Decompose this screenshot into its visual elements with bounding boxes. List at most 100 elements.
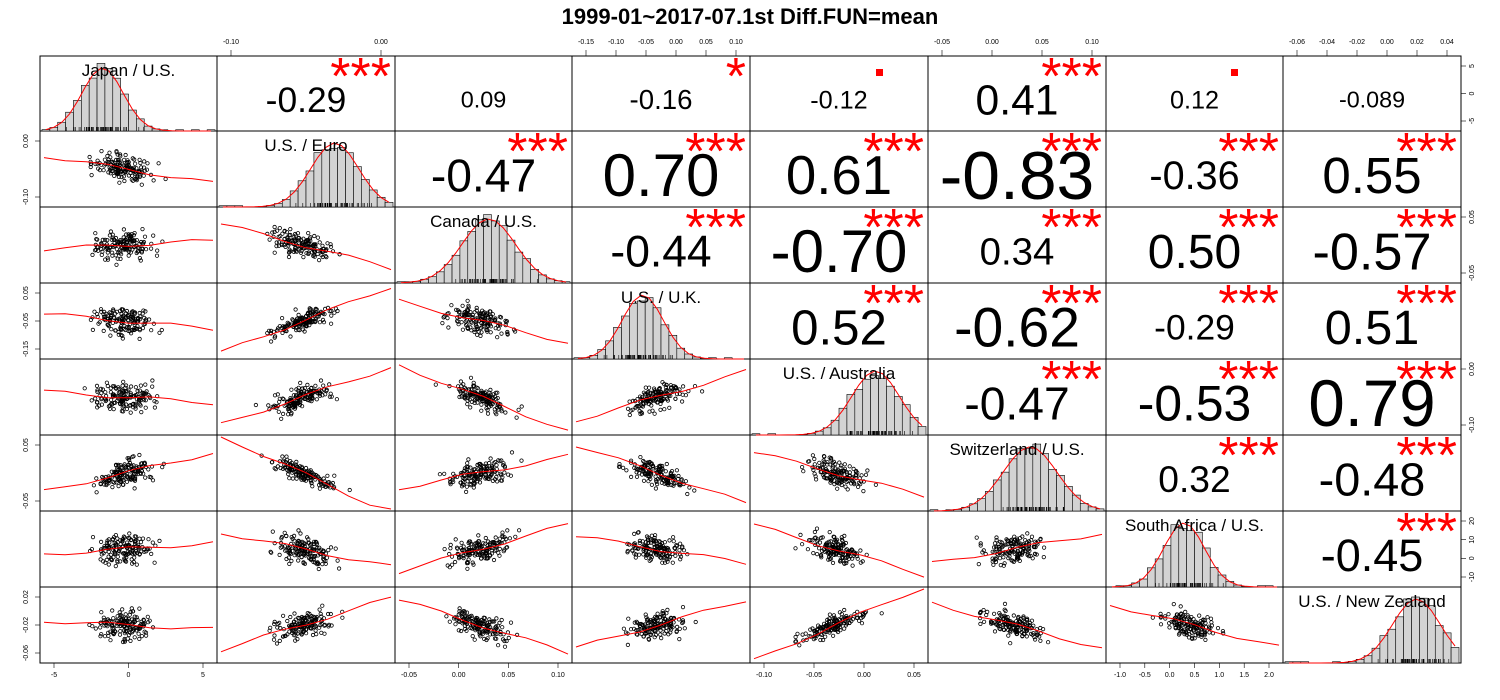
scatter-point: [799, 464, 805, 470]
chart-title: 1999-01~2017-07.1st Diff.FUN=mean: [561, 4, 939, 29]
scatter-point: [335, 558, 340, 563]
scatter-point: [268, 625, 273, 630]
scatter-point: [109, 310, 114, 315]
scatter-point: [633, 552, 639, 557]
scatter-point: [646, 552, 651, 557]
scatter-point: [831, 552, 837, 557]
scatter-point: [314, 541, 320, 547]
scatter-point: [280, 396, 285, 401]
scatter-point: [309, 614, 314, 619]
scatter-point: [461, 544, 466, 549]
scatter-point: [980, 550, 985, 555]
scatter-point: [93, 396, 98, 401]
scatter-point: [449, 562, 455, 567]
scatter-point: [300, 386, 305, 391]
scatter-point: [487, 460, 492, 466]
scatter-point: [1009, 558, 1014, 563]
scatter-point: [299, 632, 304, 637]
scatter-point: [475, 476, 480, 481]
scatter-point: [630, 548, 635, 553]
scatter-point: [996, 544, 1001, 549]
axis-tick-label: 0.02: [23, 590, 30, 604]
scatter-point: [120, 383, 125, 388]
scatter-point: [297, 402, 303, 408]
scatter-point: [118, 152, 123, 157]
scatter-point: [468, 375, 474, 380]
scatter-point: [319, 630, 324, 635]
scatter-point: [835, 486, 840, 491]
scatter-point: [683, 479, 689, 484]
scatter-point: [98, 481, 103, 486]
scatter-point: [113, 462, 119, 467]
axis-tick-label: 20: [1469, 517, 1476, 525]
scatter-point: [499, 331, 504, 336]
scatter-point: [464, 467, 469, 472]
scatter-point: [440, 320, 445, 326]
scatter-point: [488, 330, 493, 335]
histogram-bar: [676, 347, 686, 360]
histogram-bar: [41, 129, 51, 132]
scatter-point: [482, 390, 487, 395]
scatter-point: [130, 156, 135, 161]
scatter-point: [641, 546, 647, 552]
histogram-bar: [337, 147, 346, 208]
scatter-point: [333, 546, 338, 551]
scatter-point: [157, 330, 162, 335]
scatter-point: [1171, 601, 1176, 607]
scatter-point: [677, 636, 682, 642]
scatter-point: [141, 173, 146, 178]
scatter-point: [113, 311, 118, 316]
significance-stars: ***: [1396, 123, 1457, 181]
scatter-point: [641, 401, 646, 406]
histogram-bar: [878, 377, 887, 436]
scatter-point: [113, 235, 119, 241]
scatter-point: [104, 380, 110, 385]
axis-tick-label: -0.5: [1139, 672, 1151, 679]
scatter-point: [649, 482, 655, 487]
scatter-point: [87, 154, 92, 160]
scatter-point: [297, 616, 302, 621]
scatter-point: [793, 546, 798, 551]
scatter-point: [863, 472, 869, 477]
significance-stars: ***: [1218, 199, 1279, 257]
scatter-point: [484, 556, 489, 561]
density-line: [755, 370, 923, 436]
scatter-point: [286, 555, 291, 560]
scatter-point: [321, 320, 327, 325]
panel-frame: [39, 206, 218, 284]
scatter-point: [296, 470, 301, 475]
scatter-point: [489, 472, 494, 477]
axis-tick-label: -0.10: [223, 39, 239, 46]
scatter-point: [1025, 531, 1030, 536]
scatter-point: [480, 464, 486, 469]
scatter-point: [473, 469, 478, 474]
scatter-point: [128, 250, 133, 255]
scatter-point: [142, 547, 147, 552]
fit-line: [220, 596, 392, 653]
scatter-point: [625, 642, 631, 648]
scatter-point: [139, 619, 144, 624]
histogram-bar: [136, 118, 145, 132]
scatter-point: [118, 614, 123, 619]
scatter-point: [491, 539, 497, 545]
scatter-point: [137, 388, 142, 393]
scatter-point: [840, 538, 845, 544]
significance-stars: ***: [1041, 123, 1102, 181]
scatter-point: [1158, 622, 1164, 627]
scatter-point: [122, 636, 127, 642]
axis-tick-label: 0.00: [1469, 362, 1476, 376]
scatter-point: [658, 542, 663, 547]
scatter-point: [672, 545, 677, 551]
scatter-point: [470, 633, 475, 639]
scatter-point: [134, 326, 139, 331]
scatter-point: [459, 383, 464, 389]
fit-line: [43, 313, 214, 331]
scatter-point: [136, 631, 141, 636]
axis-tick-label: -0.05: [934, 39, 950, 46]
scatter-point: [843, 540, 849, 546]
scatter-point: [336, 566, 342, 571]
scatter-point: [475, 395, 480, 400]
scatter-point: [120, 537, 125, 542]
scatter-point: [274, 244, 279, 249]
scatter-point: [111, 394, 116, 399]
